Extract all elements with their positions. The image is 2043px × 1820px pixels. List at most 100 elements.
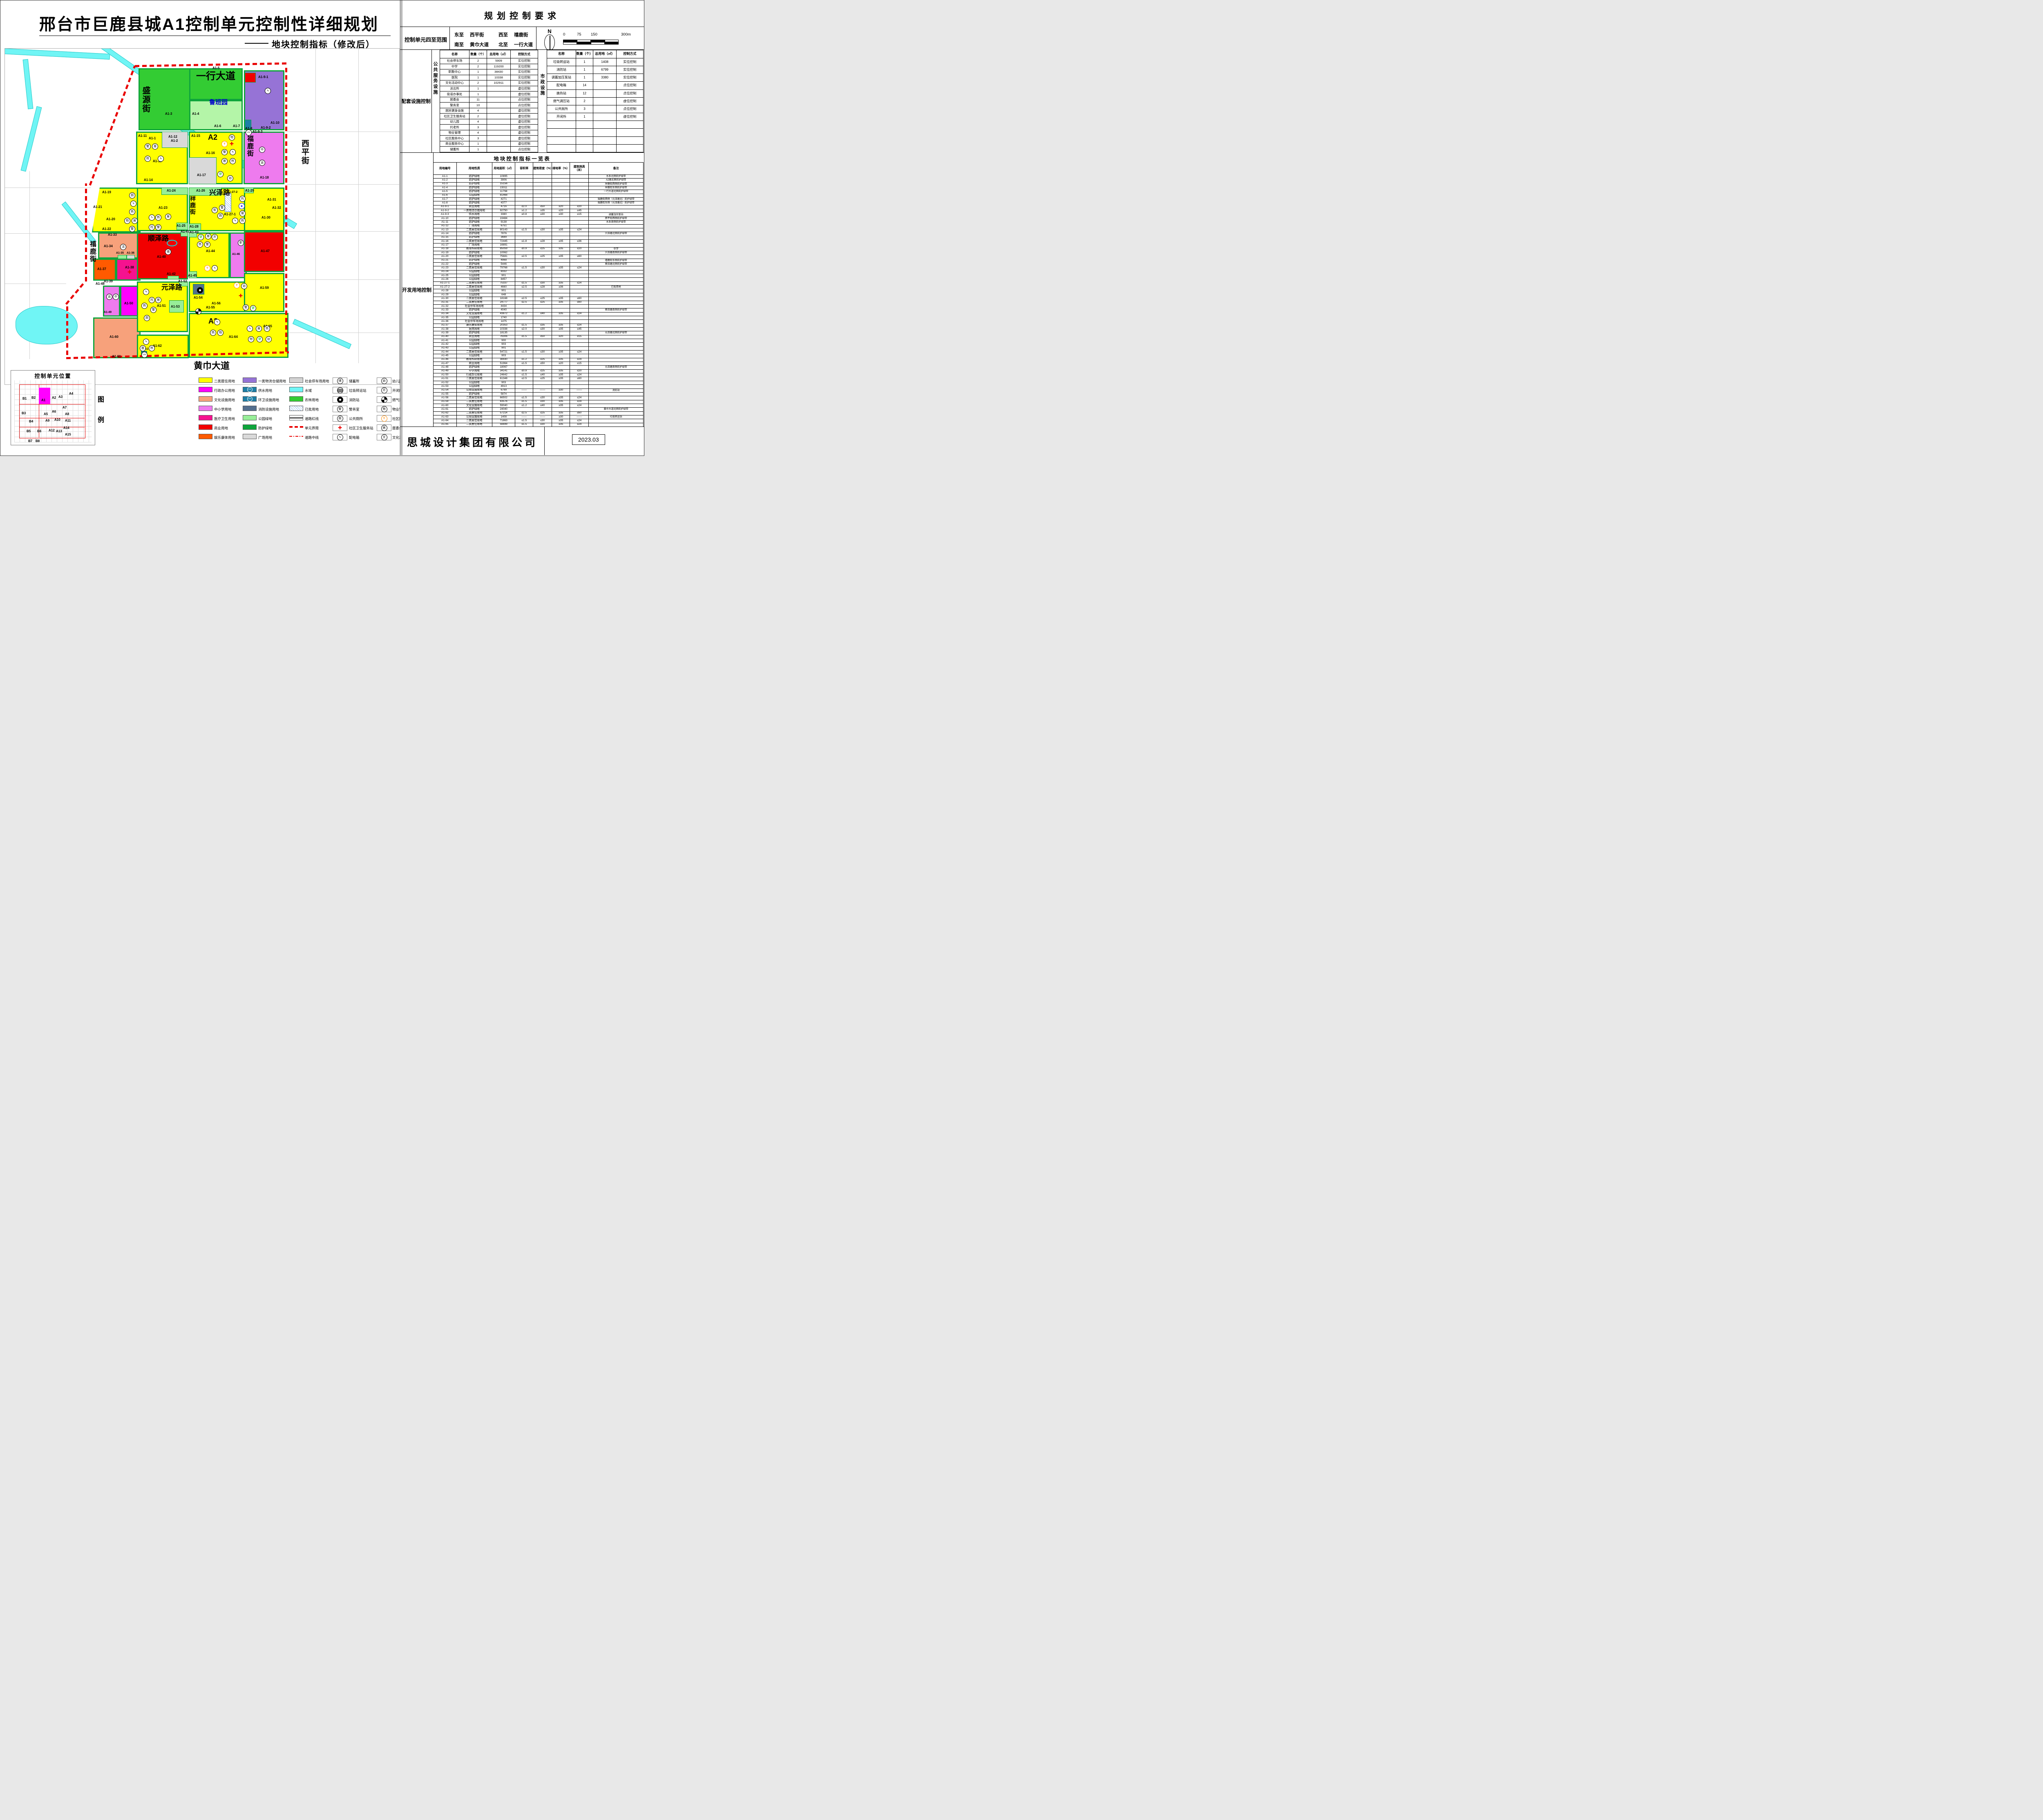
road-line <box>287 231 399 232</box>
plot-cell: 商业用地 <box>456 362 492 366</box>
plot-cell: ≤1.2 <box>515 312 534 316</box>
icon-U22: U22 <box>141 352 148 358</box>
plot-cell <box>589 411 644 415</box>
plot-cell <box>552 366 570 370</box>
street-label: 福鹿街 <box>246 135 253 157</box>
plot-cell: A1-52 <box>434 381 457 385</box>
plot-cell <box>515 194 534 198</box>
plot-cell <box>589 274 644 278</box>
symbol-bolt: ϟ <box>232 218 238 224</box>
map-plot <box>189 232 197 237</box>
symbol-c: 运 <box>259 160 265 166</box>
legend-label: 社区卫生服务站 <box>349 426 373 430</box>
plot-cell: A1-49 <box>434 369 457 374</box>
plot-cell: 公园绿地 <box>456 346 492 351</box>
table-cell <box>616 121 644 129</box>
scale-segment <box>563 40 577 42</box>
plot-cell: 供水用地 <box>456 213 492 217</box>
power-box-icon: ϟ <box>143 339 149 345</box>
plot-cell <box>515 190 534 194</box>
symbol-c: 警 <box>150 307 156 313</box>
table-header-cell: 总用地（㎡） <box>487 50 511 58</box>
symbol-bolt: ϟ <box>143 289 149 295</box>
clinic-cross-icon: ✚ <box>127 269 132 275</box>
symbol-c: 幼 <box>266 336 272 342</box>
plot-cell <box>552 392 570 397</box>
plot-cell: 72445 <box>492 239 516 244</box>
plot-cell <box>589 358 644 362</box>
extent-value: 黄巾大道 <box>470 42 489 47</box>
table-cell: 社会停车场 <box>440 58 469 64</box>
icon-热: 热 <box>210 330 216 336</box>
plot-cell: 防护绿地 <box>456 198 492 202</box>
plot-cell: 43872 <box>492 312 516 316</box>
plot-cell <box>570 339 589 343</box>
table-cell: 14 <box>576 82 594 90</box>
plot-cell <box>515 175 534 179</box>
table-cell <box>616 129 644 137</box>
facility-section-label: 配套设施控制 <box>401 98 431 104</box>
plot-cell: 二类居住用地 <box>456 281 492 286</box>
map-plot <box>189 157 217 184</box>
table-cell: 配电箱 <box>547 82 576 90</box>
plot-cell: ≥35 <box>552 377 570 381</box>
symbol-c: 热 <box>264 326 270 332</box>
plot-cell <box>515 385 534 389</box>
plot-cell <box>552 308 570 313</box>
symbol-c: 中 <box>113 294 119 300</box>
table-cell: 4 <box>469 108 487 114</box>
table-cell: 点位控制 <box>510 97 538 103</box>
plot-cell: ≥36 <box>552 286 570 290</box>
plot-cell: 公园绿地 <box>456 385 492 389</box>
plot-cell: 18067 <box>492 366 516 370</box>
legend-label: 消防站 <box>349 398 360 402</box>
plot-cell: ≤1.5 <box>515 228 534 232</box>
plot-cell <box>515 278 534 282</box>
plot-cell <box>515 232 534 236</box>
water-body <box>22 59 34 109</box>
plot-cell: 调蓄加压泵站 <box>589 213 644 217</box>
icon-居: 居 <box>155 297 161 303</box>
plot-cell: 防护绿地 <box>456 259 492 263</box>
table-cell <box>487 125 511 130</box>
plot-cell: 娱乐康体用地 <box>456 324 492 328</box>
street-label: 西平街 <box>300 139 309 165</box>
plot-cell <box>589 209 644 213</box>
plot-cell: ≤20 <box>552 209 570 213</box>
plot-label: A1-9-3 <box>253 130 263 134</box>
plot-cell: 防护绿地 <box>456 392 492 397</box>
legend-head-1: 图 <box>98 396 105 403</box>
extent-value: 西平街 <box>470 33 484 38</box>
plot-label: A1-31 <box>267 198 276 201</box>
table-cell: 119200 <box>487 64 511 70</box>
legend-icon <box>337 396 343 403</box>
plot-cell: 二类居住用地 <box>456 255 492 259</box>
symbol-wr: Y <box>234 282 240 288</box>
plot-cell: 二类居住用地 <box>456 286 492 290</box>
plot-cell: ≤30 <box>533 213 552 217</box>
plot-cell: ≤40 <box>533 404 552 408</box>
icon-开: 开 <box>212 234 218 240</box>
plot-cell <box>570 182 589 187</box>
icon-物: 物 <box>381 406 387 412</box>
plot-cell <box>589 343 644 347</box>
gas-station-icon <box>195 308 201 315</box>
legend-icon: 居 <box>381 424 387 431</box>
plot-cell <box>552 343 570 347</box>
plot-cell: 4271 <box>492 198 516 202</box>
minimap-unit-A11: A11 <box>65 419 71 422</box>
plot-cell: 903 <box>492 354 516 358</box>
legend-label: 商业用地 <box>214 426 228 430</box>
street-label: 黄巾大道 <box>194 361 230 371</box>
table-cell <box>487 97 511 103</box>
minimap-unit-A7: A7 <box>63 406 67 409</box>
plot-cell <box>552 179 570 183</box>
symbol-c: 居 <box>239 210 246 217</box>
map-plot <box>168 276 179 279</box>
plot-cell <box>533 259 552 263</box>
legend-swatch <box>199 434 212 439</box>
clinic-cross-icon: ✚ <box>338 425 342 431</box>
plot-cell <box>570 270 589 275</box>
symbol-c: 居 <box>152 143 158 150</box>
icon-警: 警 <box>129 226 135 232</box>
